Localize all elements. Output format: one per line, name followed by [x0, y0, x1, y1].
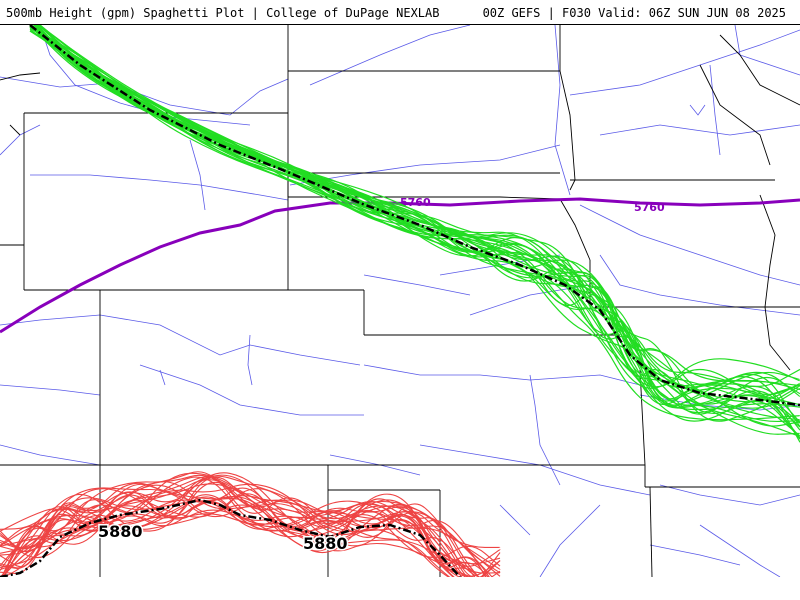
- ensemble-5880-members: [0, 471, 501, 600]
- footer-bar: [0, 577, 800, 600]
- mean-label-2: 5880: [303, 534, 348, 553]
- ensemble-mean-5880: [0, 498, 461, 579]
- ensemble-mean-5760: [29, 24, 800, 407]
- ensemble-member-5760: [29, 17, 800, 422]
- ensemble-member-5760: [29, 20, 800, 421]
- ensemble-member-5880: [0, 471, 501, 582]
- mean-label-1: 5880: [98, 522, 143, 541]
- ensemble-member-5880: [0, 474, 501, 580]
- ensemble-member-5760: [29, 19, 800, 389]
- map-canvas: 5760 5760 5880 5880: [0, 15, 800, 600]
- climo-5760-contour: 5760 5760: [0, 196, 800, 334]
- ensemble-member-5880: [0, 481, 501, 593]
- plot-title: 500mb Height (gpm) Spaghetti Plot | Coll…: [6, 6, 440, 20]
- ensemble-member-5760: [29, 23, 800, 428]
- ensemble-member-5880: [0, 472, 500, 600]
- ensemble-member-5880: [0, 495, 501, 592]
- ensemble-5760-members: [29, 15, 800, 443]
- run-info: 00Z GEFS | F030 Valid: 06Z SUN JUN 08 20…: [482, 6, 786, 20]
- ensemble-member-5760: [29, 26, 800, 406]
- ensemble-member-5760: [29, 25, 800, 438]
- header-bar: 500mb Height (gpm) Spaghetti Plot | Coll…: [0, 0, 800, 24]
- ensemble-member-5880: [0, 497, 501, 597]
- ensemble-member-5880: [0, 496, 501, 571]
- ensemble-member-5760: [29, 16, 800, 424]
- climo-label-2: 5760: [634, 201, 665, 214]
- climo-label-1: 5760: [400, 196, 431, 209]
- map-panel: 5760 5760 5880 5880: [0, 15, 800, 600]
